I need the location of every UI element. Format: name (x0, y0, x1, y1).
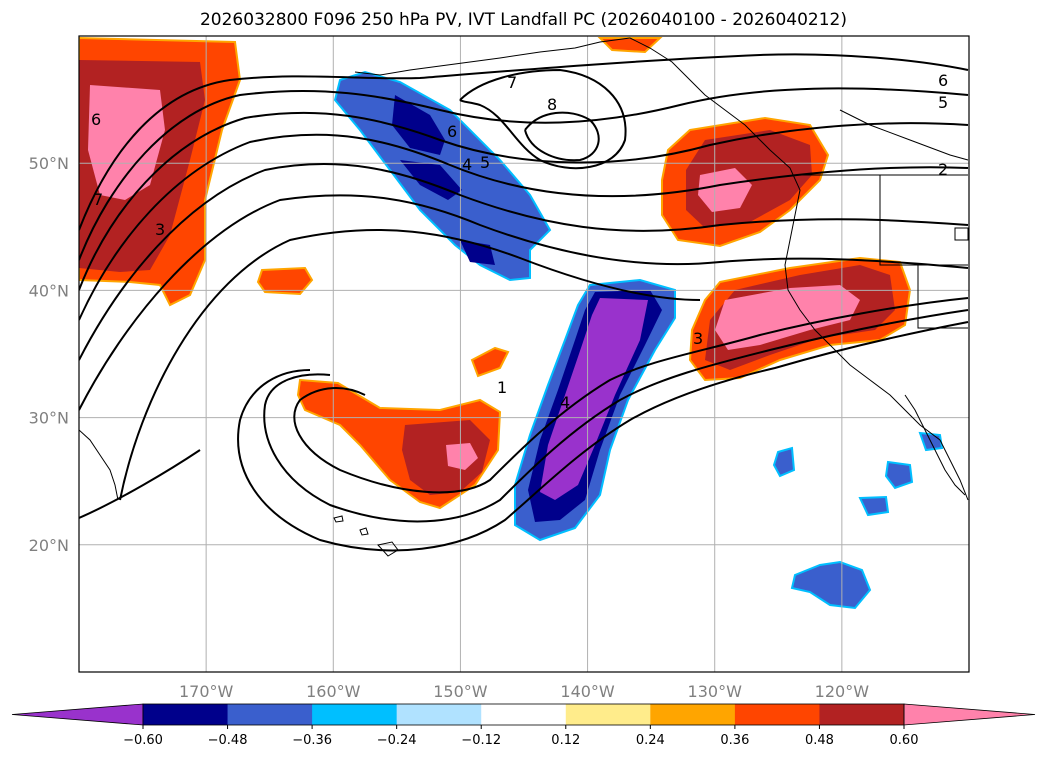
gridlines (79, 36, 969, 672)
contour-labels: 7 8 6 4 5 6 7 3 6 5 2 3 1 4 (91, 71, 948, 412)
colorbar-extend-max (903, 703, 1036, 726)
colorbar-segment (227, 704, 313, 725)
positive-anomaly-small-a (256, 266, 314, 296)
colorbar-tick-label: 0.24 (636, 733, 665, 748)
map-frame (78, 35, 970, 673)
lat-tick-label: 20°N (29, 536, 69, 555)
colorbar-segment (481, 704, 567, 725)
colorbar-segment (396, 704, 482, 725)
lat-tick-label: 40°N (29, 281, 69, 300)
lon-tick-labels: 170°W 160°W 150°W 140°W 130°W 120°W (179, 682, 869, 701)
colorbar-tick-label: 0.48 (805, 733, 834, 748)
figure-title: 2026032800 F096 250 hPa PV, IVT Landfall… (199, 10, 847, 30)
contour-label: 1 (497, 378, 507, 397)
contour-label: 6 (447, 122, 457, 141)
colorbar-tick-label: −0.36 (292, 733, 332, 748)
lat-tick-label: 50°N (29, 154, 69, 173)
contour-label: 4 (560, 393, 570, 412)
colorbar-segment (819, 704, 905, 725)
contour-label: 7 (507, 73, 517, 92)
negative-anomaly-small-c (858, 495, 890, 517)
contour-label: 2 (938, 160, 948, 179)
negative-anomaly-small-b (884, 460, 914, 490)
colorbar-segment (565, 704, 651, 725)
contours (79, 53, 969, 552)
contour-label: 7 (93, 190, 103, 209)
contour-label: 4 (462, 155, 472, 174)
colorbar-segment (650, 704, 736, 725)
colorbar-tick-label: 0.36 (720, 733, 749, 748)
colorbar: −0.60 −0.48 −0.36 −0.24 −0.12 0.12 0.24 0.36 0.4… (11, 703, 1036, 748)
lon-tick-label: 130°W (688, 682, 743, 701)
lat-tick-labels: 20°N 30°N 40°N 50°N (29, 154, 69, 555)
lon-tick-label: 170°W (179, 682, 234, 701)
colorbar-tick-label: 0.60 (890, 733, 919, 748)
colorbar-segment (734, 704, 820, 725)
lat-tick-label: 30°N (29, 409, 69, 428)
contour-label: 3 (693, 329, 703, 348)
negative-anomaly-small-a (772, 446, 796, 478)
contour-label: 5 (938, 93, 948, 112)
colorbar-outline (142, 703, 905, 726)
contour-label: 3 (155, 220, 165, 239)
colorbar-segment (312, 704, 398, 725)
contour-label: 6 (938, 71, 948, 90)
lon-tick-label: 140°W (560, 682, 615, 701)
colorbar-tick-label: 0.12 (551, 733, 580, 748)
map-content: 7 8 6 4 5 6 7 3 6 5 2 3 1 4 (79, 36, 969, 672)
positive-anomaly-california (688, 256, 912, 382)
lon-tick-label: 160°W (306, 682, 361, 701)
colorbar-tick-label: −0.24 (377, 733, 417, 748)
positive-anomaly-small-b (470, 346, 510, 378)
colorbar-extend-min (11, 703, 144, 726)
contour-label: 6 (91, 110, 101, 129)
colorbar-tick-label: −0.48 (208, 733, 248, 748)
lon-tick-label: 120°W (815, 682, 870, 701)
contour-label: 5 (480, 153, 490, 172)
colorbar-tick-label: −0.12 (461, 733, 501, 748)
lon-tick-label: 150°W (433, 682, 488, 701)
negative-anomaly-south (790, 560, 872, 610)
colorbar-segment (143, 704, 229, 725)
contour-label: 8 (547, 95, 557, 114)
colorbar-tick-label: −0.60 (123, 733, 163, 748)
